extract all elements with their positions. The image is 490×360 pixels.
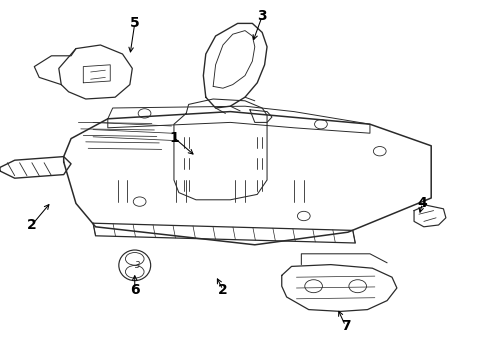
Text: 3: 3 [135,261,140,270]
Text: 7: 7 [341,319,350,333]
Text: 6: 6 [130,283,140,297]
Text: 3: 3 [257,9,267,23]
Text: 1: 1 [169,131,179,144]
Text: 5: 5 [130,17,140,30]
Text: 2: 2 [218,283,228,297]
Text: 2: 2 [27,218,37,232]
Text: 4: 4 [417,197,427,210]
